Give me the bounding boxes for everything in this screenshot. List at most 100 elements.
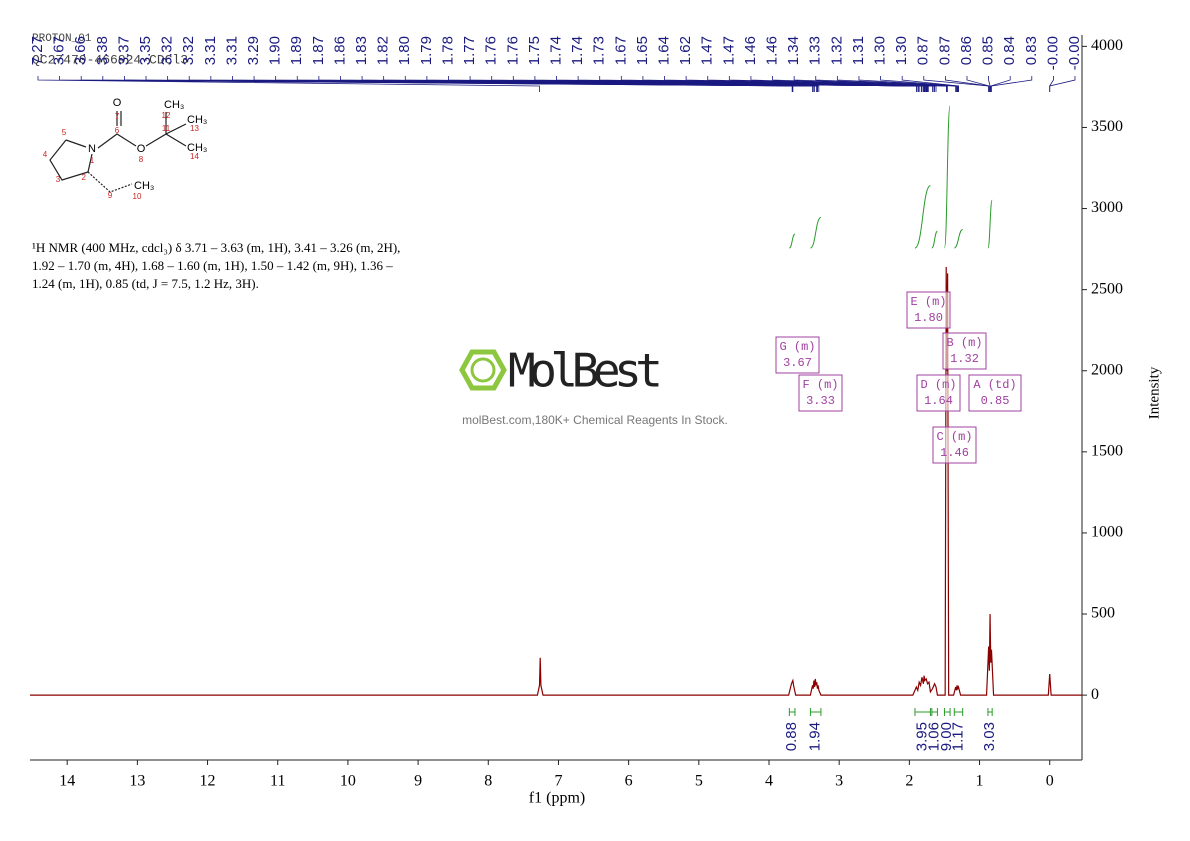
peak-label: 1.87: [310, 36, 327, 65]
atom: CH₃: [187, 114, 207, 126]
peak-label: 1.83: [353, 36, 370, 65]
integral-range: [987, 708, 993, 716]
bond: [65, 139, 87, 148]
peak-label: 1.34: [785, 36, 802, 65]
integral-label: 3.95: [914, 722, 931, 751]
x-tick-label: 2: [905, 773, 913, 790]
header: PROTON_01: [32, 33, 92, 45]
bond: [165, 123, 187, 135]
atom-index: 4: [43, 150, 48, 159]
y-tick-label: 2500: [1091, 280, 1123, 297]
peak-label: 1.67: [612, 36, 629, 65]
atom-index: 13: [190, 124, 199, 133]
nmr-description: ¹H NMR (400 MHz, cdcl₃) δ 3.71 – 3.63 (m…: [32, 240, 400, 255]
peak-label: 1.79: [418, 36, 435, 65]
peak-label: 0.86: [958, 36, 975, 65]
peak-connector: [944, 76, 990, 92]
peak-label: 1.46: [742, 36, 759, 65]
integral-curve: [943, 105, 951, 249]
header: QC27470-466924-CDCl3: [32, 52, 188, 67]
x-tick-label: 1: [976, 773, 984, 790]
peak-label: 1.74: [547, 36, 564, 65]
peak-label: 1.82: [375, 36, 392, 65]
peak-connector: [772, 76, 948, 92]
peak-label: 3.32: [180, 36, 197, 65]
integral-label: 9.00: [938, 722, 955, 751]
peak-label: 0.84: [1001, 36, 1018, 65]
peak-label: 1.30: [872, 36, 889, 65]
atom: O: [113, 97, 122, 109]
peak-connector: [990, 76, 1011, 92]
peak-label: 1.30: [893, 36, 910, 65]
peak-label: 3.66: [72, 36, 89, 65]
peak-label: 1.73: [591, 36, 608, 65]
multiplet-shift: 1.32: [950, 352, 979, 366]
peak-connector: [253, 76, 820, 92]
bond: [49, 139, 93, 181]
peak-label: 1.75: [526, 36, 543, 65]
integral-range: [788, 708, 796, 716]
multiplet-box: [942, 332, 987, 370]
integral-curve: [931, 230, 938, 249]
peak-label: 0.83: [1023, 36, 1040, 65]
y-tick-label: 1000: [1091, 524, 1123, 541]
peak-label: 3.37: [115, 36, 132, 65]
multiplet-shift: 1.64: [924, 394, 953, 408]
atom: N: [88, 143, 96, 155]
peak-label: 1.78: [439, 36, 456, 65]
integral-label: 1.17: [949, 722, 966, 751]
x-tick-label: 0: [1046, 773, 1054, 790]
integral-label: 0.88: [783, 722, 800, 751]
multiplet-box: [916, 374, 961, 412]
structure: [49, 111, 187, 193]
x-tick-label: 5: [695, 773, 703, 790]
y-tick-label: 3000: [1091, 199, 1123, 216]
peak-label: 1.65: [634, 36, 651, 65]
x-tick-label: 12: [200, 773, 216, 790]
integral-label: 1.94: [807, 722, 824, 751]
integral-curve: [809, 216, 822, 249]
peak-connector: [685, 76, 937, 92]
atom-index: 11: [162, 124, 171, 133]
integral-range: [931, 708, 938, 716]
x-tick-label: 3: [835, 773, 843, 790]
peak-label: 0.85: [980, 36, 997, 65]
multiplet-label: B (m): [946, 336, 982, 350]
peak-label: 3.32: [159, 36, 176, 65]
peak-label: 3.38: [94, 36, 111, 65]
multiplet-box: [798, 374, 843, 412]
peak-connector: [1049, 76, 1054, 92]
y-tick-label: 1500: [1091, 443, 1123, 460]
peak-label: 1.76: [483, 36, 500, 65]
integral-label: 1.06: [926, 722, 943, 751]
peak-label: 1.32: [828, 36, 845, 65]
spectrum: [30, 266, 1082, 696]
atom: CH₃: [187, 142, 207, 154]
peak-label: -0.00: [1044, 36, 1061, 70]
atom-index: 7: [115, 112, 120, 121]
peak-connector: [966, 76, 990, 92]
multiplet-shift: 1.46: [940, 446, 969, 460]
peak-label: 0.87: [936, 36, 953, 65]
peak-label: 7.27: [29, 36, 46, 65]
x-tick-label: 8: [484, 773, 492, 790]
multiplet-shift: 1.80: [914, 311, 943, 325]
peak-label: 1.47: [699, 36, 716, 65]
y-tick-label: 2000: [1091, 361, 1123, 378]
peak-connector: [858, 76, 959, 92]
peak-label: 1.33: [807, 36, 824, 65]
peak-label: 1.47: [720, 36, 737, 65]
multiplet-shift: 0.85: [981, 394, 1010, 408]
nmr-description: 1.24 (m, 1H), 0.85 (td, J = 7.5, 1.2 Hz,…: [32, 276, 259, 291]
atom: O: [137, 143, 146, 155]
peak-label: -0.00: [1066, 36, 1083, 70]
x-tick-label: 10: [340, 773, 356, 790]
integral-label: 3.03: [981, 722, 998, 751]
atom-index: 6: [115, 126, 120, 135]
multiplet-label: F (m): [802, 378, 838, 392]
integral-range: [914, 708, 931, 716]
y-axis-label: Intensity: [1146, 366, 1162, 419]
peak-connector: [901, 76, 959, 92]
atom-index: 1: [90, 156, 95, 165]
